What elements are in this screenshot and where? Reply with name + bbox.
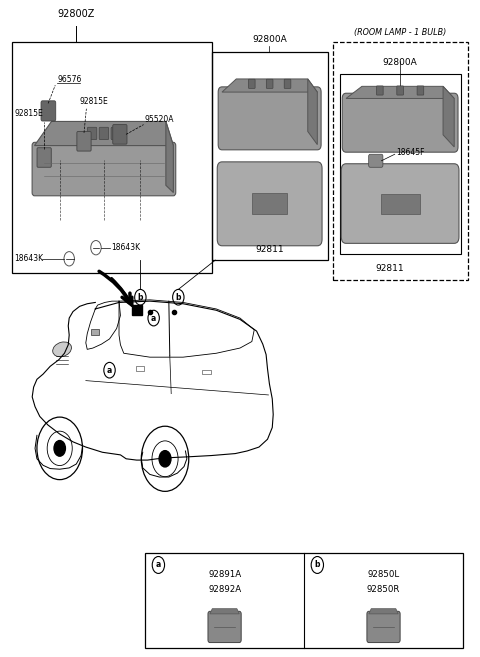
Text: 18643K: 18643K — [111, 243, 140, 252]
Polygon shape — [308, 79, 317, 145]
Text: b: b — [314, 560, 320, 570]
Text: 92850L: 92850L — [368, 570, 399, 579]
FancyBboxPatch shape — [113, 125, 127, 144]
Text: 92815E: 92815E — [79, 97, 108, 106]
FancyBboxPatch shape — [367, 611, 400, 643]
Polygon shape — [210, 608, 240, 614]
Text: 96576: 96576 — [58, 75, 82, 84]
Bar — [212, 52, 328, 260]
Text: 92800A: 92800A — [252, 35, 287, 44]
FancyBboxPatch shape — [32, 143, 176, 196]
FancyBboxPatch shape — [342, 93, 458, 152]
Bar — [252, 193, 287, 214]
Text: b: b — [138, 293, 143, 302]
Circle shape — [54, 441, 65, 456]
FancyBboxPatch shape — [41, 101, 56, 121]
Text: 18643K: 18643K — [14, 254, 44, 263]
Polygon shape — [369, 608, 398, 614]
Polygon shape — [222, 79, 317, 92]
FancyBboxPatch shape — [218, 87, 321, 150]
FancyBboxPatch shape — [341, 164, 459, 243]
Ellipse shape — [53, 342, 72, 357]
Bar — [136, 367, 144, 371]
Text: (ROOM LAMP - 1 BULB): (ROOM LAMP - 1 BULB) — [354, 28, 446, 37]
Text: 92800Z: 92800Z — [58, 9, 95, 19]
FancyBboxPatch shape — [99, 127, 108, 140]
FancyBboxPatch shape — [284, 79, 291, 88]
FancyBboxPatch shape — [266, 79, 273, 88]
Text: 92811: 92811 — [255, 244, 284, 254]
Text: 92811: 92811 — [375, 264, 404, 273]
Text: 92815E: 92815E — [14, 110, 43, 118]
Text: a: a — [107, 366, 112, 374]
Polygon shape — [346, 86, 454, 99]
Bar — [91, 328, 99, 335]
FancyBboxPatch shape — [208, 611, 241, 643]
Text: 92891A: 92891A — [208, 570, 241, 579]
FancyBboxPatch shape — [111, 127, 120, 140]
Bar — [340, 74, 461, 254]
Bar — [333, 42, 468, 280]
Circle shape — [159, 451, 171, 467]
FancyBboxPatch shape — [397, 86, 404, 95]
FancyBboxPatch shape — [77, 131, 91, 151]
Bar — [12, 42, 212, 273]
Polygon shape — [35, 122, 173, 146]
Text: 92800A: 92800A — [383, 58, 418, 67]
Bar — [381, 194, 420, 214]
Text: 18645F: 18645F — [396, 148, 424, 158]
Bar — [145, 553, 463, 648]
Text: 95520A: 95520A — [144, 115, 174, 124]
Polygon shape — [166, 122, 173, 193]
Bar — [202, 369, 211, 374]
FancyBboxPatch shape — [37, 148, 51, 168]
Text: 92850R: 92850R — [367, 585, 400, 594]
Text: a: a — [151, 313, 156, 323]
Polygon shape — [443, 86, 454, 147]
FancyBboxPatch shape — [217, 162, 322, 246]
FancyBboxPatch shape — [376, 86, 383, 95]
Text: a: a — [156, 560, 161, 570]
Text: b: b — [176, 293, 181, 302]
FancyBboxPatch shape — [87, 127, 97, 140]
FancyBboxPatch shape — [369, 154, 383, 168]
FancyBboxPatch shape — [417, 86, 424, 95]
FancyBboxPatch shape — [249, 79, 255, 88]
Text: 92892A: 92892A — [208, 585, 241, 594]
